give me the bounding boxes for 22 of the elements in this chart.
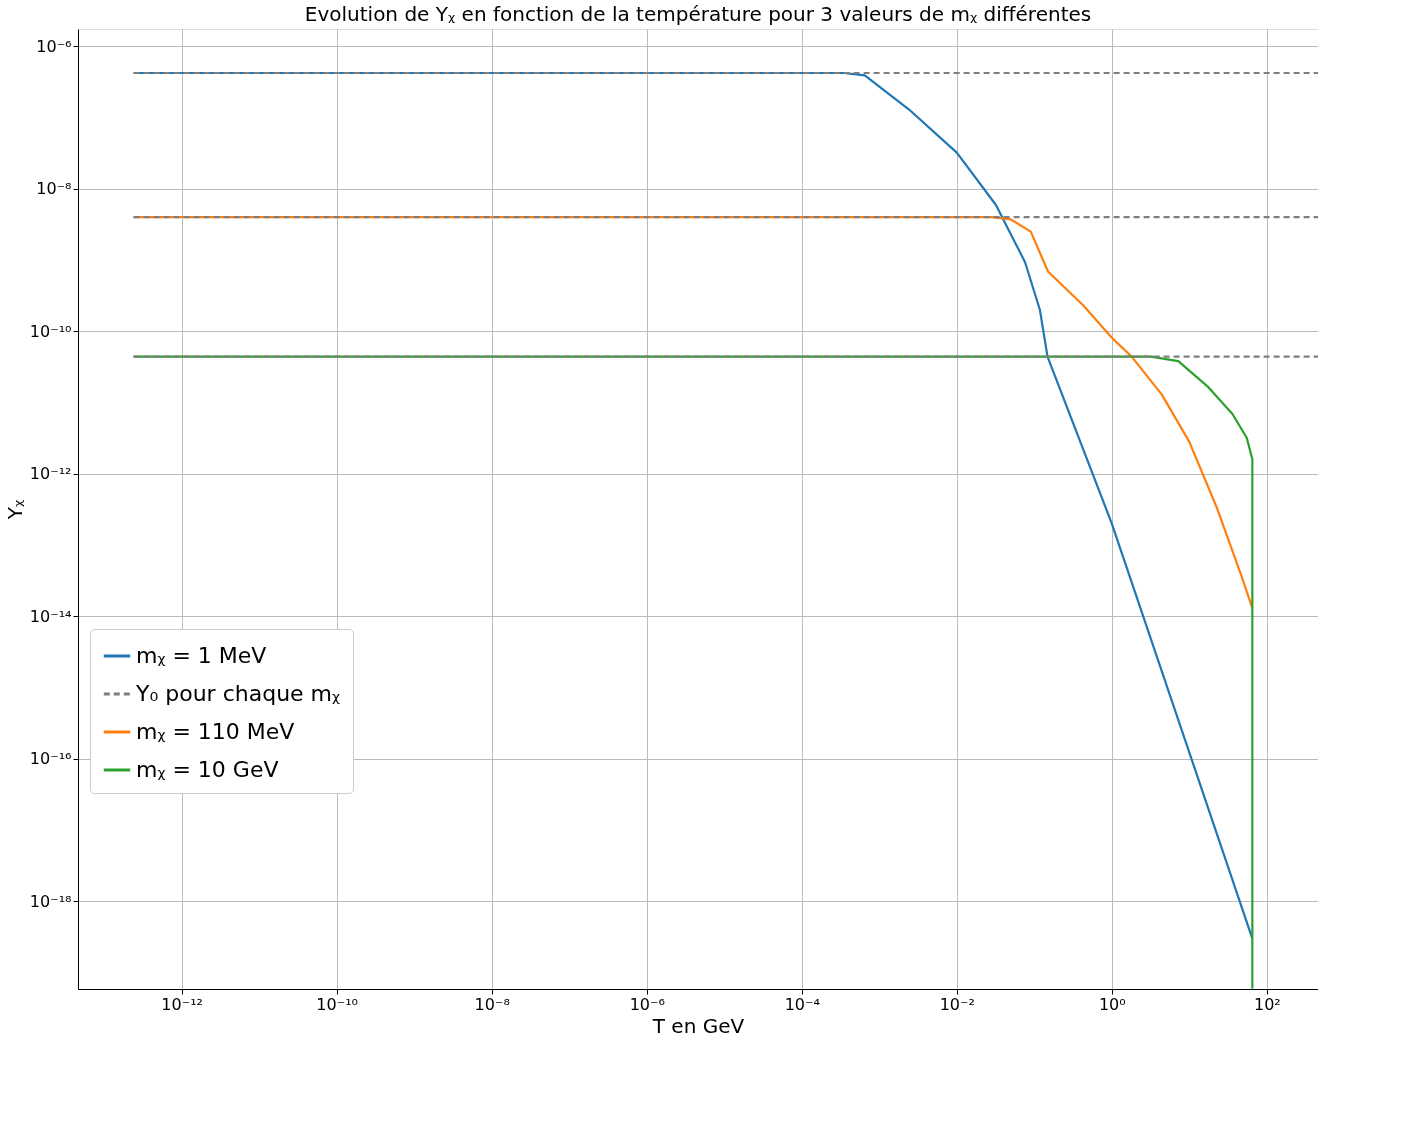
chart-title: Evolution de Yᵪ en fonction de la température pour 3 valeurs de mᵪ différentes: [304, 2, 1092, 26]
x-tick-label: 10²: [1253, 994, 1281, 1014]
y-tick-label: 10⁻¹⁴: [29, 606, 72, 626]
y-tick-label: 10⁻¹⁸: [29, 891, 72, 911]
y-tick-label: 10⁻¹⁰: [29, 321, 72, 341]
y-axis-title: Yᵪ: [2, 499, 27, 521]
y-tick-label: 10⁻⁸: [36, 179, 72, 199]
x-tick-label: 10⁻¹²: [161, 994, 203, 1014]
x-tick-label: 10⁻⁸: [474, 994, 510, 1014]
y-tick-label: 10⁻¹⁶: [29, 749, 72, 769]
y-tick-label: 10⁻⁶: [36, 36, 72, 56]
legend-label: mᵪ = 10 GeV: [136, 757, 279, 782]
x-axis-title: T en GeV: [651, 1013, 745, 1038]
x-tick-label: 10⁻⁶: [629, 994, 665, 1014]
legend-label: mᵪ = 1 MeV: [136, 643, 267, 668]
legend-label: mᵪ = 110 MeV: [136, 719, 295, 744]
x-tick-label: 10⁻⁴: [784, 994, 820, 1014]
x-tick-label: 10⁰: [1098, 994, 1126, 1014]
legend-label: Y₀ pour chaque mᵪ: [135, 681, 341, 706]
y-tick-label: 10⁻¹²: [29, 464, 72, 484]
x-tick-label: 10⁻¹⁰: [316, 994, 358, 1014]
x-tick-label: 10⁻²: [939, 994, 975, 1014]
